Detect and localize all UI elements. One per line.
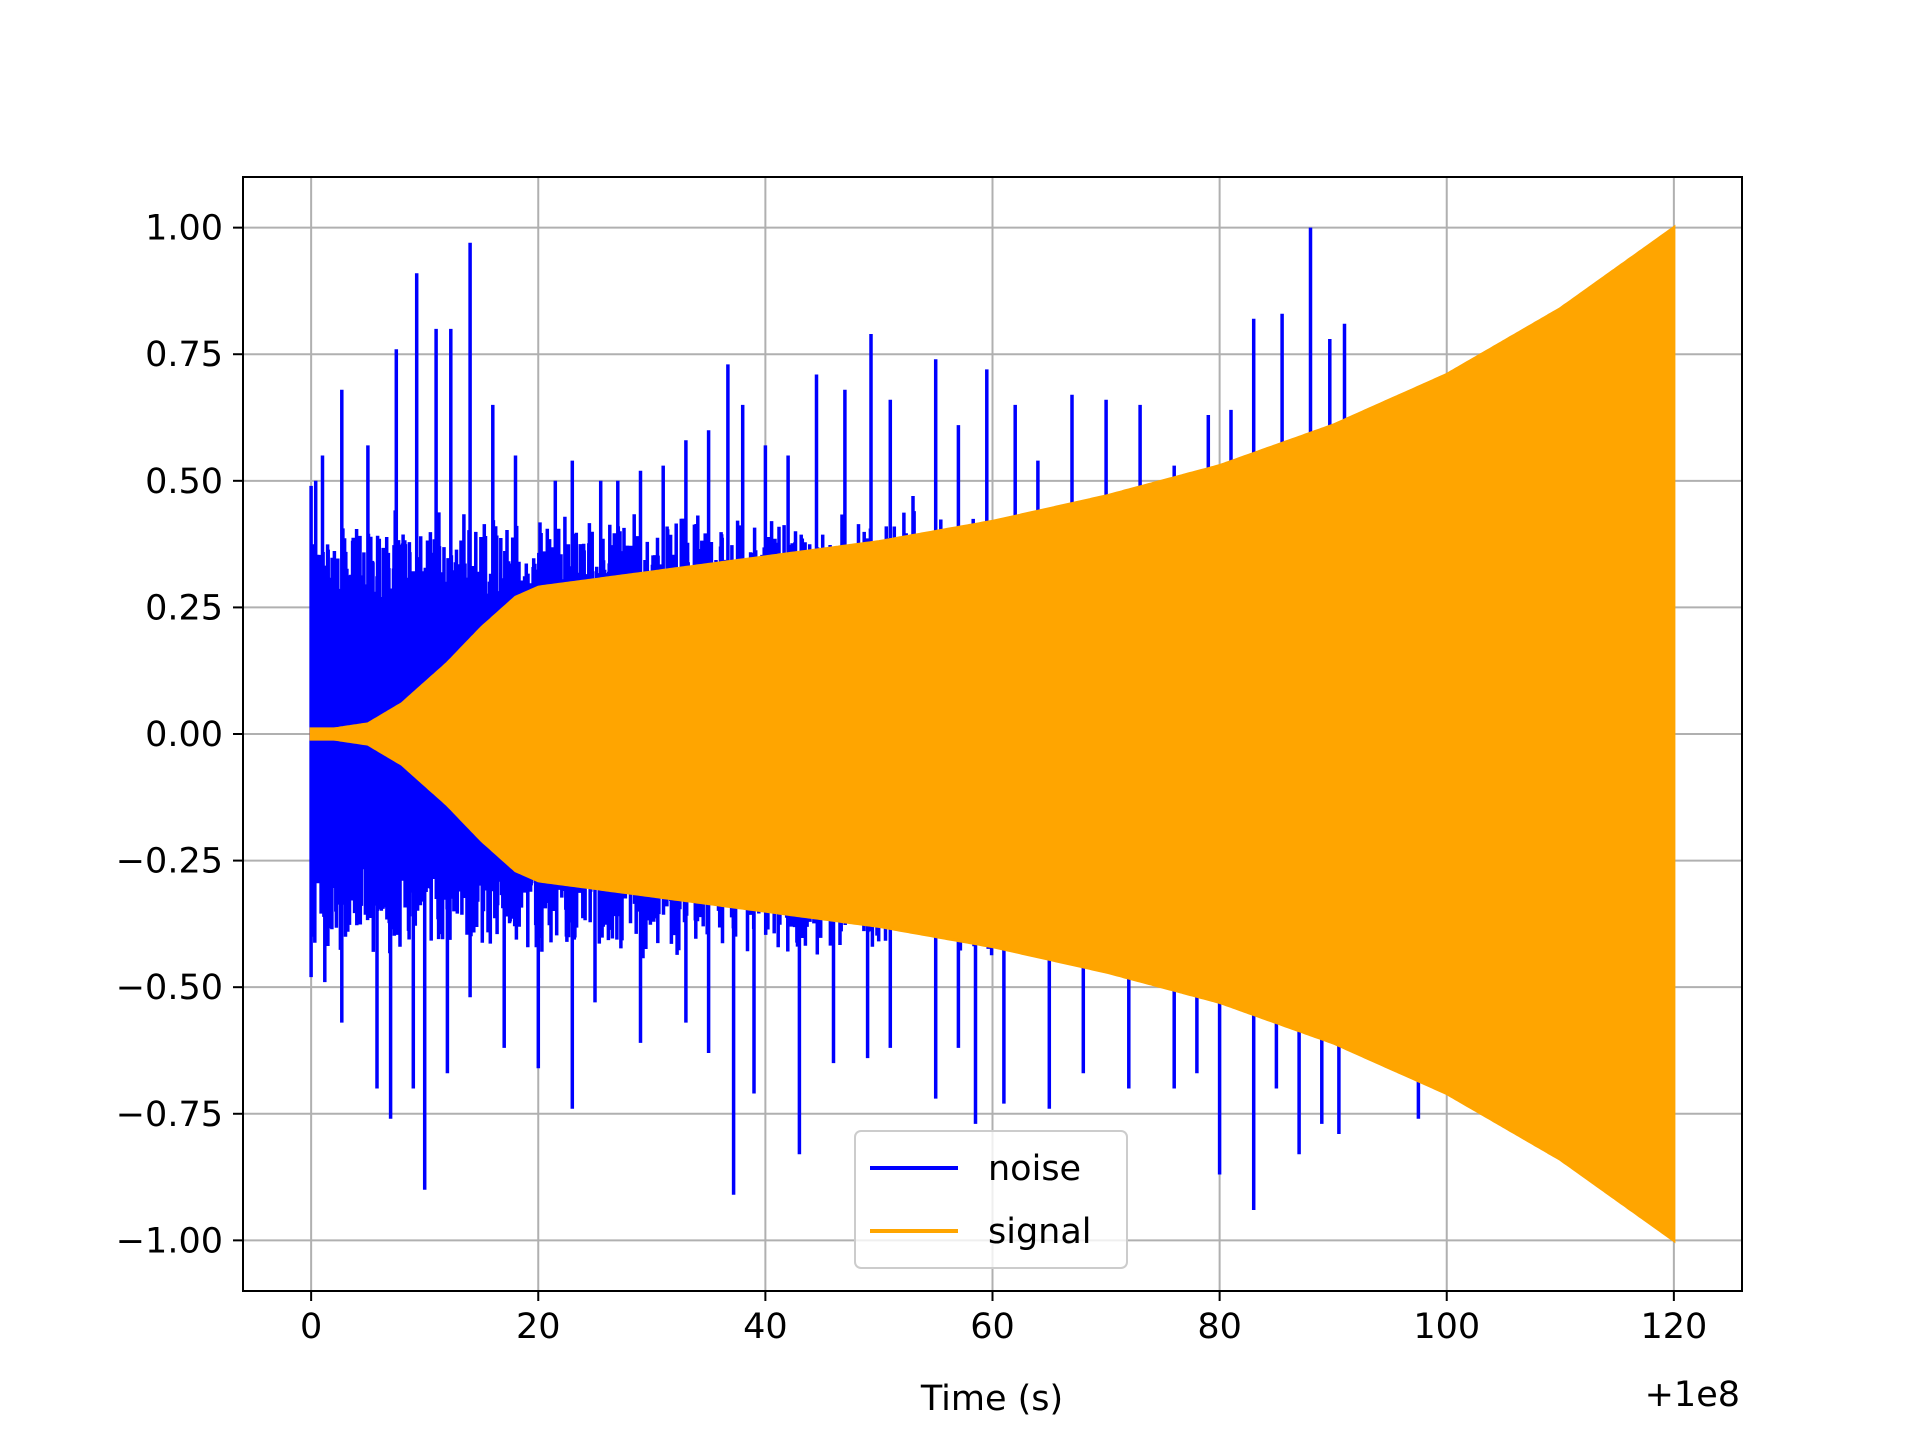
x-axis-ticks: 0 20 40 60 80 100 120 <box>300 1291 1707 1347</box>
y-tick-label: 0.50 <box>145 462 223 502</box>
y-tick-label: 0.75 <box>145 335 223 375</box>
y-tick-label: −0.25 <box>116 842 223 882</box>
x-axis-offset-label: +1e8 <box>1645 1375 1740 1415</box>
x-tick-label: 20 <box>516 1307 561 1347</box>
y-axis-ticks: 1.00 0.75 0.50 0.25 0.00 −0.25 −0.50 −0.75 −1.00 <box>116 209 243 1261</box>
legend-noise-label: noise <box>988 1149 1081 1189</box>
y-tick-label: −0.50 <box>116 968 223 1008</box>
legend: noise signal <box>854 1130 1128 1269</box>
legend-signal-label: signal <box>988 1212 1092 1252</box>
x-tick-label: 0 <box>300 1307 322 1347</box>
series-layer <box>309 224 1676 1244</box>
x-tick-label: 40 <box>743 1307 788 1347</box>
y-tick-label: 1.00 <box>145 209 223 249</box>
y-tick-label: −1.00 <box>116 1221 223 1261</box>
x-axis-label: Time (s) <box>920 1379 1063 1419</box>
y-tick-label: 0.00 <box>145 715 223 755</box>
x-tick-label: 120 <box>1640 1307 1707 1347</box>
y-tick-label: 0.25 <box>145 588 223 628</box>
x-tick-label: 80 <box>1197 1307 1242 1347</box>
legend-box <box>854 1130 1128 1269</box>
x-tick-label: 100 <box>1413 1307 1480 1347</box>
x-tick-label: 60 <box>970 1307 1015 1347</box>
y-tick-label: −0.75 <box>116 1095 223 1135</box>
signal-series-line <box>309 224 1676 1244</box>
